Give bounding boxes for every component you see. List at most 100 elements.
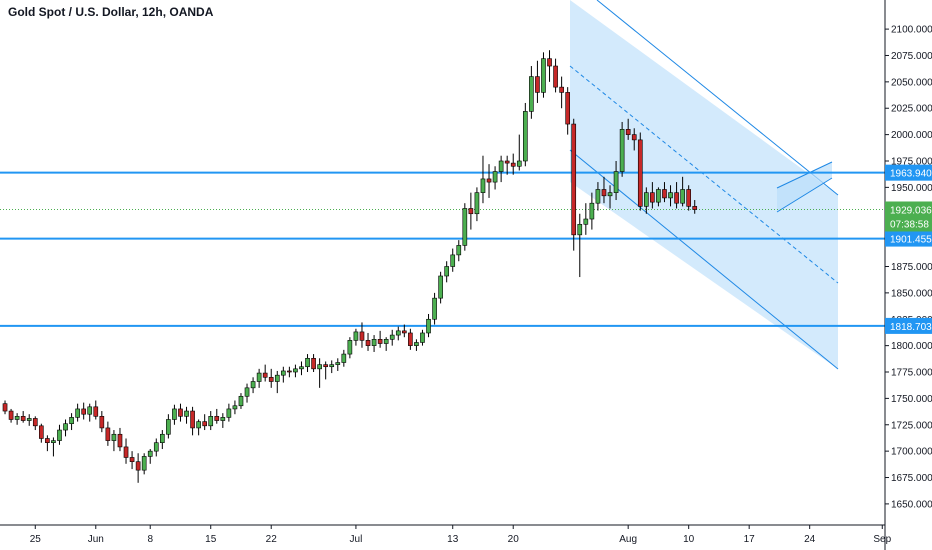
last-price-label: 1929.036 bbox=[890, 205, 932, 216]
candle bbox=[547, 50, 552, 82]
candle bbox=[420, 329, 425, 346]
candle-body bbox=[38, 425, 44, 439]
candle bbox=[262, 364, 268, 382]
candle bbox=[93, 400, 99, 420]
candle bbox=[619, 121, 625, 177]
candle-body bbox=[329, 364, 335, 368]
y-tick-label: 1975.000 bbox=[891, 156, 932, 167]
level-price-box bbox=[885, 230, 932, 247]
x-tick-label: 8 bbox=[147, 534, 153, 545]
candle-layer bbox=[2, 50, 698, 483]
candle-body bbox=[238, 395, 244, 407]
candle-body bbox=[668, 192, 673, 199]
candle-body bbox=[377, 339, 383, 344]
candle-body bbox=[196, 421, 201, 429]
candle-body bbox=[583, 218, 589, 225]
candle bbox=[401, 324, 407, 338]
candle-body bbox=[190, 410, 195, 429]
candle-body bbox=[577, 223, 583, 236]
candle-body bbox=[147, 450, 153, 457]
candle-body bbox=[141, 456, 147, 471]
candle bbox=[510, 153, 516, 175]
candle bbox=[353, 328, 359, 346]
last-price-box bbox=[885, 201, 932, 232]
candle bbox=[268, 368, 274, 388]
candle-body bbox=[287, 370, 292, 373]
candle bbox=[141, 453, 147, 475]
candle-body bbox=[256, 372, 262, 382]
candle-body bbox=[14, 416, 20, 420]
candle-body bbox=[160, 433, 165, 444]
candle bbox=[238, 393, 244, 409]
candle-body bbox=[468, 208, 474, 215]
candle bbox=[668, 185, 673, 207]
candle bbox=[480, 155, 486, 204]
candle-body bbox=[208, 416, 214, 427]
candle-body bbox=[589, 202, 595, 220]
x-tick-label: 22 bbox=[266, 534, 278, 545]
candle-body bbox=[565, 92, 571, 125]
candle bbox=[462, 203, 468, 251]
candle bbox=[69, 413, 74, 431]
candle bbox=[111, 430, 117, 452]
x-tick-label: Jul bbox=[350, 534, 363, 545]
level-layer bbox=[0, 171, 885, 327]
candle-body bbox=[631, 134, 637, 141]
candle bbox=[244, 383, 250, 403]
candle bbox=[383, 337, 389, 351]
candle bbox=[32, 416, 38, 431]
candle bbox=[468, 192, 474, 230]
candle-body bbox=[595, 189, 601, 204]
candle-body bbox=[111, 433, 117, 441]
candle bbox=[329, 360, 335, 374]
x-tick-label: 24 bbox=[804, 534, 816, 545]
channel-upper-line bbox=[596, 0, 839, 196]
candle bbox=[656, 187, 661, 207]
candle-body bbox=[81, 408, 87, 415]
candle bbox=[305, 354, 310, 373]
candle bbox=[595, 182, 601, 211]
candle-body bbox=[535, 76, 540, 93]
candle-body bbox=[474, 192, 480, 215]
candle-body bbox=[547, 58, 552, 67]
y-tick-label: 2100.000 bbox=[891, 25, 932, 36]
candle-body bbox=[45, 438, 50, 444]
y-tick-label: 1675.000 bbox=[891, 473, 932, 484]
candle bbox=[637, 132, 643, 211]
candle bbox=[256, 368, 262, 388]
candle-body bbox=[63, 423, 68, 431]
y-tick-label: 1950.000 bbox=[891, 183, 932, 194]
label-layer: 1963.940 1901.455 1818.703 1929.036 07:38:58 bbox=[885, 164, 932, 334]
candle-body bbox=[172, 408, 177, 420]
candle-body bbox=[117, 433, 123, 448]
candle bbox=[474, 187, 480, 222]
candle-body bbox=[541, 58, 546, 93]
channel-fill bbox=[570, 0, 838, 369]
candle-body bbox=[105, 427, 111, 441]
candle bbox=[20, 411, 26, 423]
candle-body bbox=[262, 372, 268, 378]
candle-body bbox=[20, 416, 26, 421]
y-tick-label: 2000.000 bbox=[891, 130, 932, 141]
candle-body bbox=[414, 342, 419, 346]
candle-body bbox=[341, 353, 347, 363]
candle-body bbox=[498, 160, 504, 172]
flag-fill bbox=[777, 162, 832, 212]
countdown-label: 07:38:58 bbox=[890, 219, 929, 230]
candle bbox=[456, 240, 462, 262]
level-price-label: 1963.940 bbox=[890, 169, 932, 180]
candle bbox=[299, 361, 304, 376]
candle bbox=[438, 271, 443, 304]
candle bbox=[414, 339, 419, 351]
candle-body bbox=[166, 419, 171, 435]
candle bbox=[293, 364, 298, 378]
candle bbox=[662, 182, 667, 203]
candle-body bbox=[522, 111, 528, 162]
candle bbox=[613, 160, 619, 201]
candle bbox=[208, 411, 214, 431]
candle bbox=[323, 361, 328, 380]
candle-body bbox=[625, 129, 631, 135]
y-tick-label: 1700.000 bbox=[891, 447, 932, 458]
candle-body bbox=[662, 189, 667, 199]
